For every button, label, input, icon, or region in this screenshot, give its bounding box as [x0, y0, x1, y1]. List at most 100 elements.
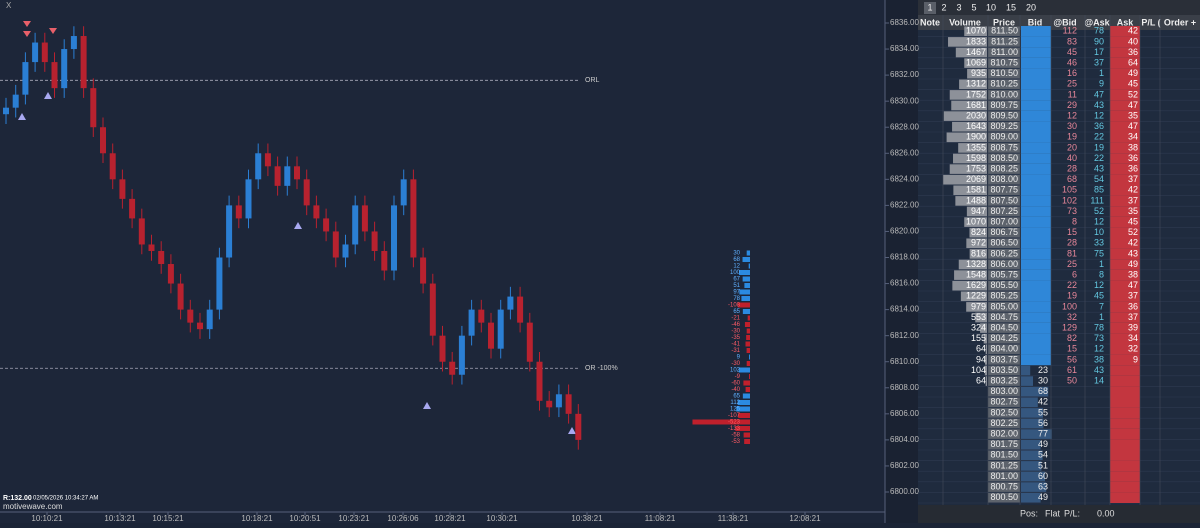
time-label: 10:18:21	[241, 514, 273, 523]
at-bid: 112	[1063, 26, 1077, 36]
bid-fill	[1021, 227, 1051, 238]
bid: 54	[1038, 450, 1048, 460]
at-ask: 22	[1094, 132, 1104, 142]
flow-bar	[749, 374, 750, 379]
tab[interactable]: 15	[1006, 2, 1016, 12]
tab[interactable]: 1	[927, 2, 932, 12]
flow-label: -523	[728, 420, 741, 426]
at-bid: 129	[1062, 322, 1077, 332]
bid-fill	[1021, 291, 1051, 302]
volume-bar	[952, 280, 987, 291]
flow-bar	[738, 367, 750, 373]
ask-fill	[1110, 153, 1140, 164]
price: 802.50	[990, 407, 1018, 417]
bid-fill	[1021, 322, 1051, 334]
at-bid: 6	[1072, 269, 1077, 279]
ask: 45	[1128, 79, 1138, 89]
at-bid: 45	[1067, 47, 1077, 57]
flow-bar	[746, 335, 750, 340]
at-bid: 25	[1067, 259, 1077, 269]
price-cell	[988, 397, 1020, 408]
price: 811.00	[991, 47, 1018, 57]
at-ask: 38	[1094, 354, 1104, 364]
price: 808.25	[990, 163, 1018, 173]
time-label: 10:38:21	[571, 514, 603, 523]
ask-fill	[1110, 375, 1140, 387]
ask: 49	[1128, 259, 1138, 269]
price-cell	[988, 90, 1020, 100]
candle-body	[109, 153, 116, 180]
price: 802.75	[990, 397, 1018, 407]
price-tick-label: 6830.00	[890, 96, 919, 105]
ask-fill	[1110, 216, 1140, 228]
close-button[interactable]: X	[6, 1, 12, 10]
tab[interactable]: 20	[1026, 2, 1036, 12]
price: 811.50	[991, 26, 1018, 36]
candle-body	[235, 205, 242, 219]
at-ask: 43	[1094, 365, 1104, 375]
ask-fill	[1110, 68, 1140, 79]
ask: 9	[1133, 354, 1138, 364]
at-ask: 9	[1099, 79, 1104, 89]
price-tick-label: 6818.00	[890, 253, 919, 262]
flow-label: -30	[731, 361, 740, 367]
volume-bar	[946, 132, 987, 143]
price-cell	[988, 47, 1020, 58]
volume-bar	[983, 333, 987, 344]
bid-fill	[1021, 121, 1051, 132]
column-header: Bid	[1028, 17, 1043, 27]
volume: 94	[976, 354, 986, 364]
volume-bar	[952, 121, 987, 132]
column-header: @Ask	[1084, 17, 1110, 27]
price: 805.50	[990, 280, 1018, 290]
price: 804.75	[990, 312, 1018, 322]
candle-body	[555, 394, 562, 408]
flow-label: 30	[733, 251, 740, 257]
volume: 1548	[966, 269, 986, 279]
bid-bar	[1021, 429, 1052, 439]
price-tick-label: 6836.00	[890, 18, 919, 27]
ask-fill	[1110, 57, 1140, 69]
ask: 34	[1128, 333, 1138, 343]
time-label: 10:15:21	[152, 514, 184, 523]
price-cell	[988, 333, 1020, 344]
flow-label: -46	[731, 322, 740, 328]
buy-arrow	[18, 113, 26, 120]
volume: 824	[971, 227, 986, 237]
tab[interactable]: 2	[941, 2, 946, 12]
volume-bar	[958, 143, 987, 153]
price-cell	[988, 386, 1020, 397]
tab[interactable]: 5	[971, 2, 976, 12]
ask-fill	[1110, 36, 1140, 48]
tab[interactable]: 3	[956, 2, 961, 12]
candle-body	[303, 179, 310, 206]
flow-bar	[736, 406, 750, 412]
ask: 49	[1128, 68, 1138, 78]
candle-body	[90, 88, 97, 128]
ask: 34	[1128, 132, 1138, 142]
price: 800.75	[990, 481, 1018, 491]
flow-label: -9	[735, 374, 741, 380]
candle-body	[80, 36, 87, 89]
ask: 36	[1128, 163, 1138, 173]
bid-bar	[1021, 471, 1045, 482]
bid-bar	[1021, 439, 1041, 450]
bid-bar	[1021, 450, 1043, 461]
flow-bar	[747, 315, 750, 321]
candle-body	[313, 205, 320, 219]
bid-fill	[1021, 195, 1051, 207]
ask-fill	[1110, 312, 1140, 323]
price-tick-label: 6802.00	[890, 461, 919, 470]
volume: 1355	[966, 142, 986, 152]
volume-bar	[955, 47, 987, 58]
price: 803.50	[990, 365, 1018, 375]
volume: 1328	[966, 259, 986, 269]
flow-bar	[742, 276, 750, 282]
bid-fill	[1021, 206, 1051, 217]
candle-body	[129, 198, 136, 219]
ask-fill	[1110, 89, 1140, 101]
price-cell	[988, 227, 1020, 238]
tab[interactable]: 10	[986, 2, 996, 12]
price-tick-label: 6826.00	[890, 148, 919, 157]
